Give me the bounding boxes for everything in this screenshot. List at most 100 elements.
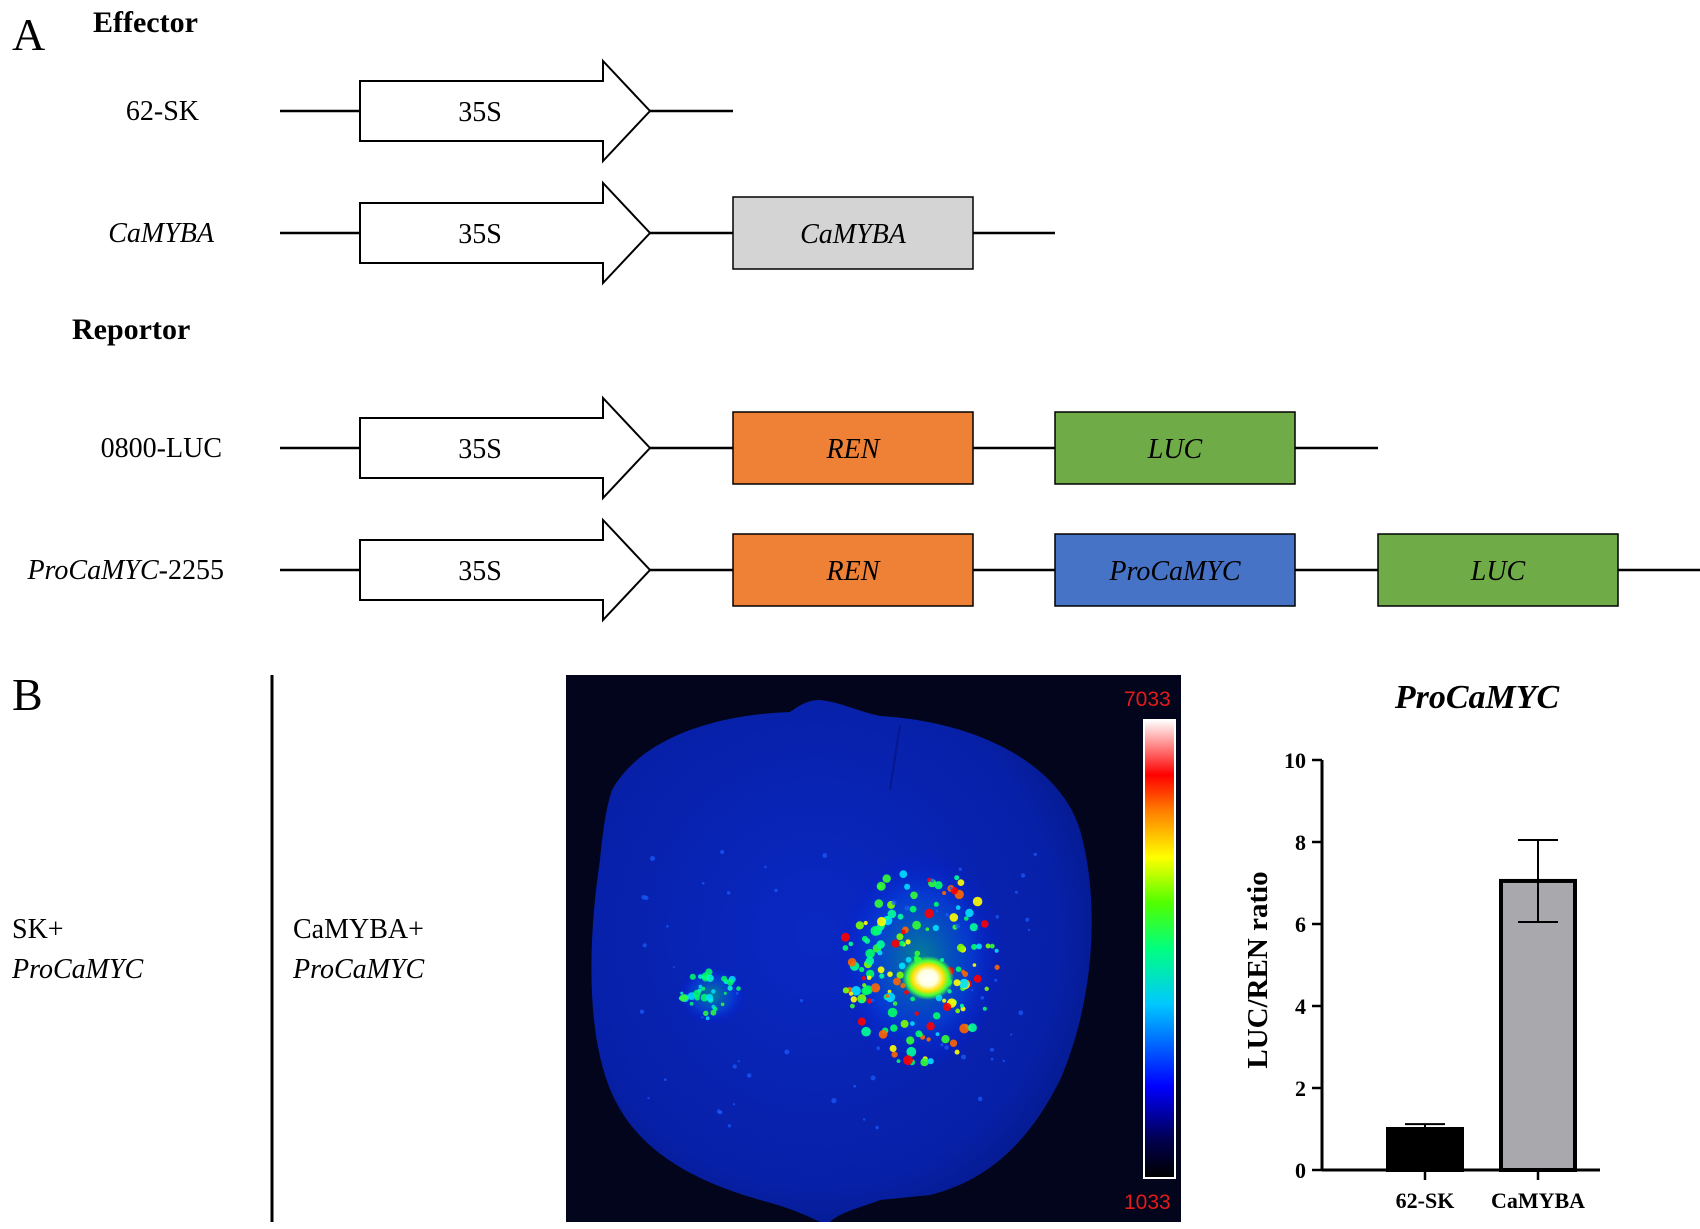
background-speck (831, 1098, 837, 1104)
background-speck (935, 909, 939, 913)
luminescence-spot (982, 1006, 987, 1011)
luminescence-spot (723, 991, 727, 995)
construct-row: ProCaMYC-2255 35S REN ProCaMYC LUC (26, 517, 1700, 623)
luminescence-spot (876, 940, 885, 949)
luminescence-spot (680, 991, 684, 995)
luminescence-spot (862, 983, 867, 988)
construct-row: 0800-LUC 35S REN LUC (101, 395, 1378, 501)
luminescence-spot (904, 883, 911, 890)
luminescence-spot (918, 1032, 923, 1037)
luminescence-spot (877, 884, 883, 890)
background-speck (994, 978, 998, 982)
chart-marks: 0 2 4 6 8 10 62-SK CaMYBA (1284, 748, 1600, 1213)
luminescence-spot (890, 1024, 898, 1032)
y-tick-label: 6 (1295, 912, 1306, 937)
background-speck (647, 1097, 650, 1100)
promoter-label: 35S (458, 219, 502, 250)
luminescence-spot (855, 921, 864, 930)
background-speck (990, 1057, 994, 1061)
luminescence-spot (899, 940, 905, 947)
background-speck (784, 1049, 790, 1055)
luminescence-spot (955, 966, 962, 972)
luminescence-spot (874, 899, 884, 908)
control-sample-label: SK+ ProCaMYC (11, 914, 144, 985)
background-speck (639, 1009, 645, 1014)
luminescence-spot (962, 971, 969, 977)
background-speck (949, 886, 953, 890)
luminescence-spot (864, 938, 871, 944)
reporter-heading: Reportor (72, 313, 190, 346)
luminescence-spot (689, 973, 696, 980)
construct-element-label: ProCaMYC (1108, 556, 1241, 587)
background-speck (1027, 928, 1031, 932)
luminescence-spot (848, 941, 854, 947)
y-tick-label: 10 (1284, 748, 1306, 773)
luminescence-spot (736, 986, 741, 991)
luminescence-spot (906, 1036, 915, 1045)
intensity-scale-min: 1033 (1124, 1191, 1171, 1214)
bar (1386, 1127, 1464, 1172)
luminescence-spot (877, 916, 887, 927)
treatment-sample-label: CaMYBA+ ProCaMYC (292, 914, 431, 985)
background-speck (1002, 1059, 1005, 1063)
luminescence-spot (984, 986, 989, 991)
background-speck (663, 1078, 667, 1081)
background-speck (995, 915, 1000, 919)
luminescence-spot (711, 989, 716, 994)
luminescence-spot (910, 996, 916, 1002)
luminescence-spot (905, 956, 912, 963)
background-speck (764, 865, 767, 869)
background-speck (732, 1064, 737, 1069)
construct-label: 62-SK (126, 96, 199, 127)
y-tick-label: 2 (1295, 1076, 1306, 1101)
background-speck (642, 943, 647, 948)
background-speck (735, 992, 739, 995)
luminescence-spot (954, 1049, 960, 1055)
luminescence-spot (703, 1010, 709, 1016)
luminescence-spot (721, 975, 728, 982)
luminescence-spot (924, 908, 934, 919)
luminescence-spot (885, 916, 890, 921)
promoter-arrow (359, 395, 652, 501)
treatment-sample-label-line1: CaMYBA+ (293, 914, 424, 945)
luminescence-spot (850, 1003, 855, 1009)
luminescence-spot (878, 1029, 888, 1039)
control-sample-label-line1: SK+ (12, 914, 64, 945)
luminescence-spot (976, 943, 982, 950)
luminescence-spot (949, 1039, 958, 1047)
construct-label: 0800-LUC (101, 433, 222, 464)
effector-heading: Effector (93, 6, 198, 39)
luminescence-spot (889, 1045, 897, 1052)
luminescence-spot (891, 1051, 898, 1058)
luminescence-spot (861, 1026, 871, 1037)
construct-element-box (1377, 533, 1619, 607)
luminescence-spot (989, 943, 995, 949)
construct-element-label: LUC (1147, 434, 1203, 465)
construct-row: CaMYBA 35S CaMYBA (108, 180, 1055, 286)
luminescence-spot (887, 1007, 898, 1018)
y-tick-label: 0 (1295, 1158, 1306, 1183)
luminescence-spot (882, 874, 891, 883)
luminescence-spot (972, 896, 983, 907)
luminescence-spot (942, 891, 947, 895)
background-speck (701, 881, 705, 885)
luminescence-spot (698, 974, 703, 979)
luminescence-spot (879, 973, 885, 979)
luminescence-spot (693, 989, 701, 998)
background-speck (672, 966, 675, 969)
luminescence-spot (712, 1006, 718, 1012)
background-speck (891, 900, 897, 906)
construct-element-label: REN (826, 434, 881, 465)
luminescence-spot (887, 909, 897, 919)
luminescence-spot (910, 1021, 915, 1026)
luminescence-spot (934, 881, 943, 890)
luminescence-spot (943, 1002, 952, 1012)
construct-element-label: LUC (1470, 556, 1526, 587)
construct-label-plain: 62-SK (126, 96, 199, 127)
background-speck (976, 927, 979, 930)
luminescence-spot (865, 948, 875, 959)
background-speck (666, 925, 669, 928)
luminescence-spots (639, 849, 1037, 1130)
luminescence-spot (863, 920, 868, 926)
